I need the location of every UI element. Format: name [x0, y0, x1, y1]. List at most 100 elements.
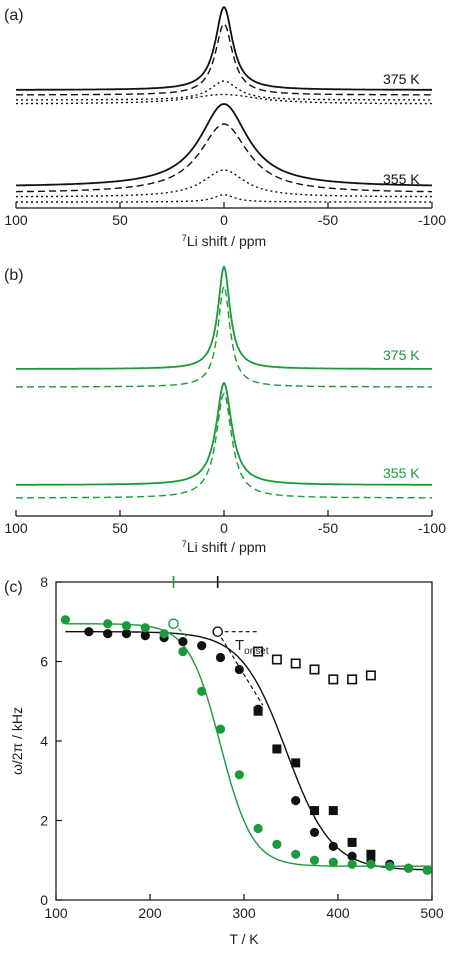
data-point	[309, 855, 320, 865]
data-point-square	[310, 806, 319, 816]
y-tick-label: 4	[40, 733, 48, 749]
x-tick-label: 50	[112, 212, 128, 228]
panel-c-onset-annotation: Tonset	[235, 637, 269, 657]
data-point	[159, 629, 169, 639]
data-point	[328, 841, 338, 851]
panel-a-temp-375: 375 K	[383, 71, 420, 87]
data-point	[140, 623, 150, 633]
panel-b-traces	[16, 264, 432, 499]
panel-a-label: (a)	[4, 7, 24, 24]
data-point-open-square	[253, 646, 264, 657]
data-point	[291, 796, 301, 806]
data-point	[121, 629, 132, 639]
data-point	[347, 859, 357, 869]
panel-a-x-label: 7Li shift / ppm	[182, 233, 266, 249]
data-point	[103, 629, 113, 639]
x-tick-label: -100	[418, 520, 446, 536]
x-tick-label: 400	[326, 905, 350, 921]
fit-curve	[65, 623, 432, 867]
panel-c-fit-curves	[65, 623, 432, 871]
data-point-open-square	[365, 670, 376, 681]
data-point-square	[347, 837, 357, 847]
spectrum-trace-375K-dashed	[16, 284, 432, 388]
panel-b-ticks: 100 50 0 -50 -100	[4, 510, 446, 536]
y-tick-label: 2	[40, 813, 48, 829]
x-tick-label: 50	[112, 520, 128, 536]
data-point	[234, 664, 244, 675]
data-point-open-square	[290, 658, 301, 669]
x-tick-label: 0	[220, 520, 228, 536]
data-point	[366, 859, 376, 869]
x-tick-label: 100	[4, 212, 28, 228]
panel-b: (b) 100 50 0 -50 -100 375 K 355 K 7Li shift …	[4, 264, 446, 555]
x-tick-label: -50	[318, 212, 338, 228]
data-point	[197, 641, 207, 651]
spectrum-trace-355K-dashed	[16, 123, 432, 193]
data-point	[197, 686, 207, 696]
data-point	[178, 637, 188, 647]
spectrum-trace-355K-dashed	[16, 392, 432, 499]
data-point	[291, 849, 301, 859]
panel-c: (c) 100 200 300 400 500 0 2 4 6 8 Tonset ω/2π / k…	[4, 574, 444, 947]
data-point	[309, 827, 320, 838]
y-tick-label: 0	[40, 892, 48, 908]
x-tick-label: 100	[44, 905, 68, 921]
data-point	[422, 865, 432, 875]
onset-point	[168, 618, 179, 630]
data-point-open-square	[271, 654, 282, 665]
panel-a-temp-355: 355 K	[383, 171, 420, 187]
data-point	[215, 724, 226, 734]
data-point	[328, 857, 338, 867]
data-point-square	[328, 806, 338, 816]
spectrum-trace-375K-dotted	[16, 93, 432, 105]
data-point-square	[272, 744, 282, 754]
panel-c-frame	[55, 581, 433, 901]
x-tick-label: -100	[418, 212, 446, 228]
data-point	[140, 631, 150, 641]
data-point	[272, 839, 282, 849]
x-tick-label: 300	[232, 905, 256, 921]
data-point	[103, 619, 113, 629]
data-point	[215, 652, 226, 663]
spectrum-trace-375K-dashed	[16, 22, 432, 96]
panel-c-ticks: 100 200 300 400 500 0 2 4 6 8	[40, 574, 444, 921]
x-tick-label: 0	[220, 212, 228, 228]
data-point	[234, 770, 244, 780]
data-point	[60, 615, 70, 625]
x-tick-label: 500	[420, 905, 444, 921]
data-point	[253, 823, 263, 834]
data-point-open-square	[347, 674, 358, 685]
spectrum-trace-355K-dotted	[16, 193, 432, 203]
data-point-open-square	[328, 674, 339, 685]
spectrum-trace-355K-solid	[16, 381, 432, 486]
panel-c-points	[60, 615, 432, 875]
data-point	[347, 851, 357, 861]
data-point	[403, 863, 414, 873]
data-point-square	[291, 758, 301, 768]
y-tick-label: 8	[40, 574, 48, 590]
panel-b-x-label: 7Li shift / ppm	[182, 539, 266, 555]
y-tick-label: 6	[40, 654, 48, 670]
panel-a-ticks: 100 50 0 -50 -100	[4, 202, 446, 228]
panel-b-temp-375: 375 K	[383, 347, 420, 363]
spectrum-trace-375K-dotted	[16, 80, 432, 101]
data-point-square	[253, 706, 263, 716]
spectrum-trace-355K-solid	[16, 103, 432, 187]
panel-b-label: (b)	[4, 267, 24, 284]
spectrum-trace-375K-solid	[16, 5, 432, 91]
data-point	[385, 861, 395, 871]
x-tick-label: -50	[318, 520, 338, 536]
data-point	[121, 621, 132, 631]
fit-curve	[65, 631, 432, 871]
panel-b-temp-355: 355 K	[383, 465, 420, 481]
onset-point	[212, 626, 223, 637]
spectrum-trace-375K-solid	[16, 264, 432, 370]
data-point	[84, 627, 94, 637]
panel-a: (a) 100 50 0 -50 -100 375 K 355 K 7Li shift …	[4, 5, 446, 249]
x-tick-label: 100	[4, 520, 28, 536]
panel-c-y-label: ω/2π / kHz	[9, 707, 25, 775]
data-point-square	[366, 849, 376, 859]
x-tick-label: 200	[138, 905, 162, 921]
panel-c-x-label: T / K	[229, 931, 259, 947]
